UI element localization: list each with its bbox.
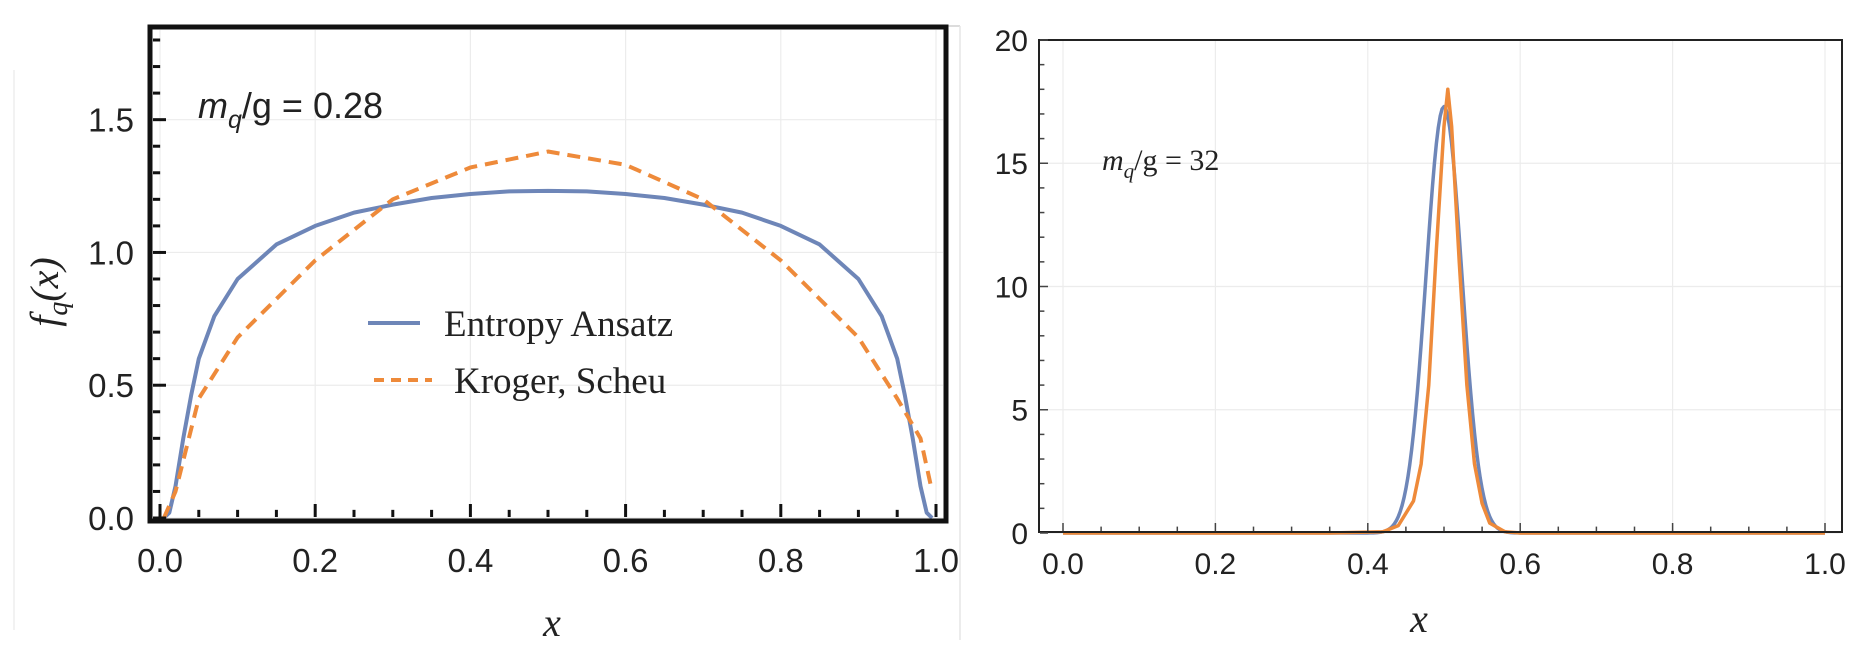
left-y-tick-labels: 0.0 0.5 1.0 1.5 (88, 102, 134, 537)
left-series (162, 149, 935, 520)
x-tick-label: 0.2 (292, 542, 338, 579)
y-tick-label: 0.5 (88, 367, 134, 404)
right-ticks (1040, 39, 1826, 534)
left-x-axis-label: x (542, 600, 561, 645)
x-tick-label: 0.8 (1652, 548, 1694, 581)
right-annotation: mq/g = 32 (1102, 144, 1219, 183)
x-tick-label: 0.8 (758, 542, 804, 579)
legend: Entropy Ansatz Kroger, Scheu (368, 304, 673, 402)
x-tick-label: 0.4 (1347, 548, 1389, 581)
series-line-kroger-scheu (1063, 87, 1825, 535)
series-line-kroger-scheu (162, 149, 935, 519)
y-tick-label: 0.0 (88, 500, 134, 537)
right-chart: 0.0 0.2 0.4 0.6 0.8 1.0 0 5 10 15 20 mq/g = 32 x (995, 25, 1846, 641)
x-tick-label: 0.0 (1042, 548, 1084, 581)
left-ticks (153, 38, 938, 520)
series-line-entropy-ansatz (162, 188, 934, 520)
right-y-tick-labels: 0 5 10 15 20 (995, 25, 1028, 551)
left-frame (147, 24, 949, 524)
left-x-tick-labels: 0.0 0.2 0.4 0.6 0.8 1.0 (137, 542, 959, 579)
right-frame (1038, 39, 1843, 533)
x-tick-label: 0.2 (1195, 548, 1237, 581)
right-x-tick-labels: 0.0 0.2 0.4 0.6 0.8 1.0 (1042, 548, 1846, 581)
left-y-axis-label: fq(x) (22, 257, 74, 327)
y-tick-label: 1.0 (88, 234, 134, 271)
y-tick-label: 20 (995, 25, 1028, 58)
right-x-axis-label: x (1409, 596, 1428, 641)
y-tick-label: 1.5 (88, 102, 134, 139)
y-tick-label: 15 (995, 148, 1028, 181)
y-tick-label: 0 (1011, 518, 1028, 551)
legend-label-entropy: Entropy Ansatz (444, 304, 673, 345)
left-chart: 0.0 0.2 0.4 0.6 0.8 1.0 0.0 0.5 1.0 1.5 mq/g = 0… (13, 24, 961, 645)
left-grid (153, 30, 943, 519)
y-tick-label: 5 (1011, 395, 1028, 428)
x-tick-label: 1.0 (1804, 548, 1846, 581)
x-tick-label: 0.4 (447, 542, 493, 579)
legend-label-kroger: Kroger, Scheu (454, 361, 666, 402)
x-tick-label: 0.6 (1499, 548, 1541, 581)
x-tick-label: 0.6 (603, 542, 649, 579)
y-tick-label: 10 (995, 271, 1028, 304)
left-annotation: mq/g = 0.28 (198, 85, 383, 134)
x-tick-label: 0.0 (137, 542, 183, 579)
x-tick-label: 1.0 (913, 542, 959, 579)
